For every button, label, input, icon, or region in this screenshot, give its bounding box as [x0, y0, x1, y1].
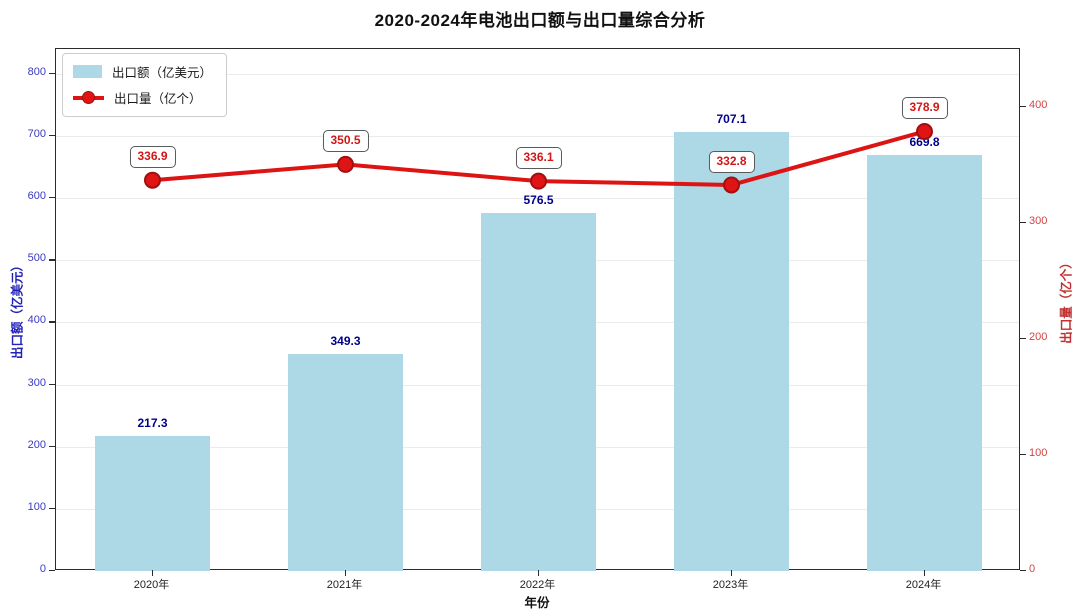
line-marker-icon — [73, 91, 104, 104]
y-left-tick-mark — [49, 445, 55, 447]
bar — [94, 435, 211, 571]
y-right-tick-label: 300 — [1029, 215, 1048, 227]
bar-value-label: 349.3 — [330, 333, 361, 348]
y-left-tick-mark — [49, 321, 55, 323]
gridline — [56, 198, 1019, 200]
y-left-tick-mark — [49, 197, 55, 199]
legend-item-export-volume: 出口量（亿个） — [73, 88, 212, 107]
bar-value-label: 669.8 — [909, 134, 940, 149]
line-value-label: 378.9 — [901, 97, 948, 120]
line-value-label: 336.1 — [515, 147, 562, 169]
gridline — [56, 136, 1019, 137]
line-marker — [337, 155, 354, 173]
y-right-tick-mark — [1020, 222, 1026, 224]
line-marker — [916, 122, 933, 140]
x-tick-mark — [537, 570, 539, 576]
x-tick-label: 2023年 — [712, 579, 749, 591]
y-left-tick-label: 800 — [27, 65, 46, 78]
bar — [673, 131, 790, 571]
legend: 出口额（亿美元） 出口量（亿个） — [62, 53, 228, 117]
x-tick-mark — [923, 570, 925, 576]
bar-value-label: 576.5 — [523, 192, 554, 207]
line-series — [144, 122, 933, 194]
line-value-label: 332.8 — [708, 150, 755, 173]
bar — [480, 212, 597, 571]
y-left-tick-mark — [49, 72, 55, 75]
y-left-tick-label: 500 — [27, 252, 46, 265]
bar-value-label: 707.1 — [716, 111, 747, 126]
bar-swatch-icon — [73, 65, 102, 78]
x-tick-mark — [151, 570, 153, 576]
y-right-tick-mark — [1020, 106, 1026, 108]
y-left-tick-mark — [49, 135, 55, 137]
y-left-tick-mark — [49, 383, 55, 385]
y-left-tick-label: 100 — [27, 500, 46, 513]
line-marker — [530, 172, 547, 190]
y-right-tick-label: 200 — [1029, 331, 1048, 343]
x-tick-mark — [344, 570, 346, 576]
y-right-tick-label: 0 — [1029, 563, 1036, 575]
y-right-tick-label: 100 — [1029, 447, 1048, 459]
y-right-tick-label: 400 — [1029, 99, 1048, 111]
y-left-tick-label: 200 — [27, 438, 46, 451]
line-value-label: 336.9 — [129, 146, 176, 168]
bar — [287, 353, 404, 571]
y-left-tick-label: 600 — [27, 190, 46, 203]
legend-label: 出口量（亿个） — [114, 92, 202, 106]
line-marker — [723, 176, 740, 194]
chart-title: 2020-2024年电池出口额与出口量综合分析 — [374, 11, 706, 30]
y-left-tick-mark — [49, 570, 55, 572]
bar — [866, 154, 983, 571]
line-marker — [144, 171, 161, 189]
x-axis-title: 年份 — [524, 596, 550, 610]
x-tick-label: 2021年 — [326, 579, 363, 591]
y-right-tick-mark — [1020, 338, 1026, 340]
gridline — [56, 73, 1019, 75]
y-left-tick-label: 400 — [27, 314, 46, 327]
x-tick-mark — [730, 570, 732, 576]
x-tick-label: 2022年 — [519, 579, 556, 591]
left-axis-title: 出口额（亿美元） — [10, 258, 25, 360]
line-value-label: 350.5 — [322, 130, 369, 152]
y-left-tick-mark — [49, 259, 55, 261]
legend-label: 出口额（亿美元） — [112, 66, 213, 80]
y-left-tick-mark — [49, 507, 55, 510]
plot-area: 217.3 349.3 576.5 707.1 669.8 336.9 350.5 336.… — [55, 48, 1020, 571]
y-right-tick-mark — [1020, 570, 1026, 572]
x-tick-label: 2020年 — [133, 579, 170, 591]
x-tick-label: 2024年 — [905, 579, 942, 591]
legend-item-export-value: 出口额（亿美元） — [73, 62, 212, 81]
y-left-tick-label: 0 — [39, 563, 46, 575]
y-right-tick-mark — [1020, 454, 1026, 456]
y-left-tick-label: 700 — [27, 128, 46, 140]
y-left-tick-label: 300 — [27, 376, 46, 389]
bar-value-label: 217.3 — [137, 415, 168, 430]
